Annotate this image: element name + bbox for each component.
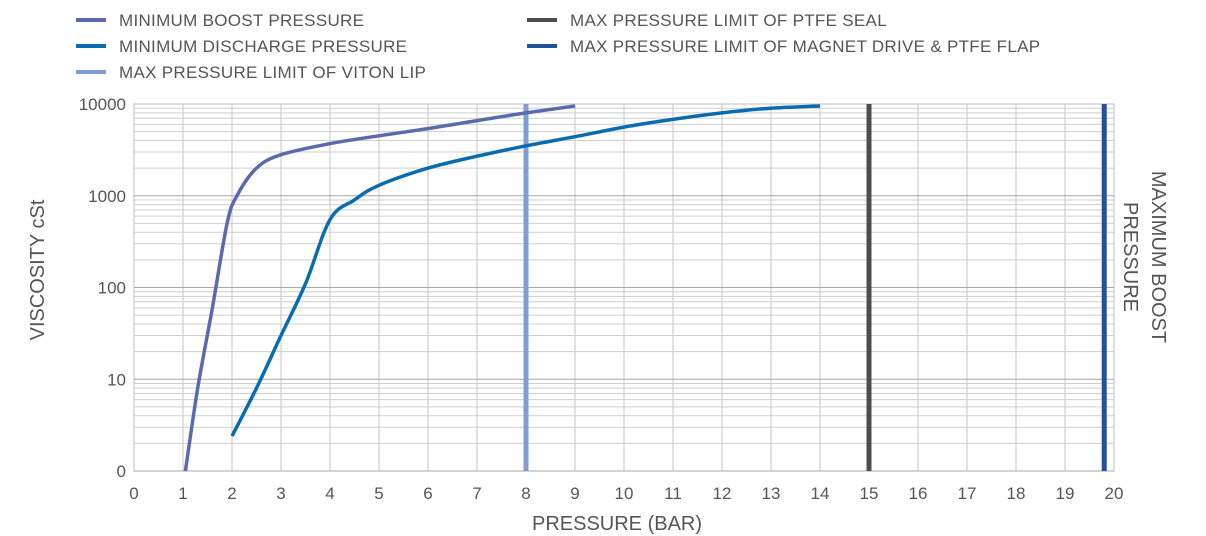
x-tick-label: 3 — [276, 484, 285, 503]
y-axis-title: VISCOSITY cSt — [27, 199, 49, 340]
limit-lines — [523, 104, 1107, 471]
legend-label: MINIMUM BOOST PRESSURE — [119, 11, 364, 30]
x-tick-label: 12 — [713, 484, 732, 503]
y-tick-labels: 0 10 100 1000 10000 — [79, 95, 126, 481]
x-tick-labels: 0 1 2 3 4 5 6 7 8 9 10 11 12 13 14 15 16 17 18 19 20 — [129, 484, 1123, 503]
x-tick-label: 19 — [1056, 484, 1075, 503]
legend-item: MAX PRESSURE LIMIT OF MAGNET DRIVE & PTF… — [527, 37, 1040, 56]
legend: MINIMUM BOOST PRESSURE MINIMUM DISCHARGE … — [76, 11, 1040, 82]
x-tick-label: 7 — [472, 484, 481, 503]
x-tick-label: 4 — [325, 484, 334, 503]
y-tick-label: 1000 — [88, 187, 126, 206]
series-line — [183, 104, 576, 472]
x-tick-label: 9 — [570, 484, 579, 503]
x-tick-label: 10 — [615, 484, 634, 503]
legend-item: MINIMUM BOOST PRESSURE — [76, 11, 364, 30]
x-tick-label: 2 — [227, 484, 236, 503]
x-tick-label: 0 — [129, 484, 138, 503]
legend-label: MAX PRESSURE LIMIT OF VITON LIP — [119, 63, 426, 82]
x-tick-label: 8 — [521, 484, 530, 503]
curves — [183, 104, 821, 472]
x-tick-label: 16 — [909, 484, 928, 503]
legend-label: MAX PRESSURE LIMIT OF PTFE SEAL — [570, 11, 887, 30]
right-axis-title-line-2: PRESSURE — [1119, 202, 1141, 312]
x-tick-label: 5 — [374, 484, 383, 503]
x-tick-label: 15 — [860, 484, 879, 503]
y-tick-label: 100 — [98, 279, 126, 298]
legend-label: MAX PRESSURE LIMIT OF MAGNET DRIVE & PTF… — [570, 37, 1040, 56]
x-tick-label: 6 — [423, 484, 432, 503]
x-tick-label: 1 — [178, 484, 187, 503]
y-tick-label: 10000 — [79, 95, 126, 114]
right-axis-title-line-1: MAXIMUM BOOST — [1147, 171, 1169, 343]
x-tick-label: 13 — [762, 484, 781, 503]
right-axis-title: MAXIMUM BOOST PRESSURE — [1119, 171, 1169, 343]
x-tick-label: 18 — [1007, 484, 1026, 503]
legend-label: MINIMUM DISCHARGE PRESSURE — [119, 37, 407, 56]
x-tick-label: 11 — [664, 484, 682, 503]
legend-item: MINIMUM DISCHARGE PRESSURE — [76, 37, 407, 56]
legend-item: MAX PRESSURE LIMIT OF PTFE SEAL — [527, 11, 887, 30]
legend-item: MAX PRESSURE LIMIT OF VITON LIP — [76, 63, 426, 82]
x-axis-title: PRESSURE (BAR) — [532, 513, 702, 535]
x-tick-label: 17 — [958, 484, 977, 503]
y-tick-label: 10 — [107, 370, 126, 389]
series-line — [230, 104, 821, 437]
grid — [133, 103, 1115, 472]
x-tick-label: 20 — [1105, 484, 1124, 503]
x-tick-label: 14 — [811, 484, 830, 503]
y-tick-label: 0 — [117, 462, 126, 481]
